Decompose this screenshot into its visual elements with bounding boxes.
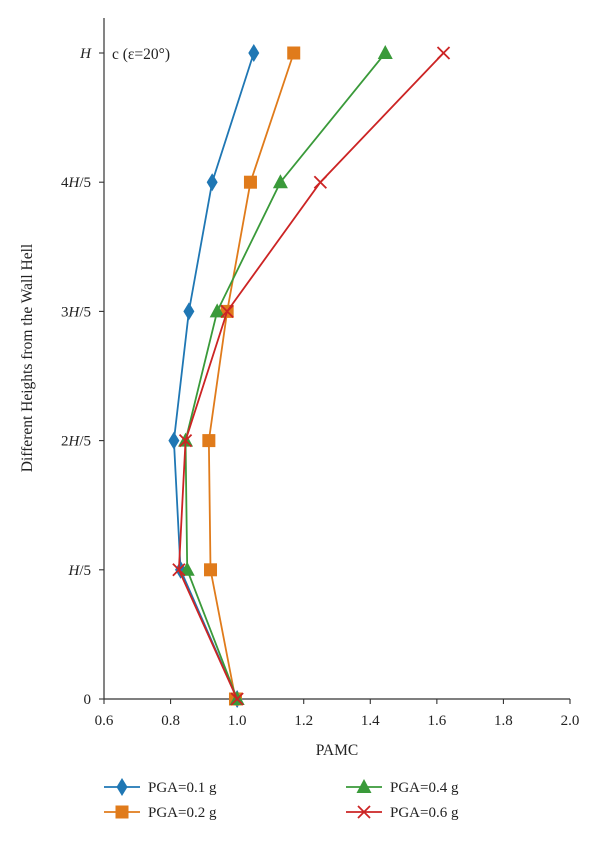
series-layer bbox=[168, 44, 451, 708]
data-point bbox=[172, 563, 186, 577]
x-tick-label: 1.0 bbox=[228, 713, 247, 729]
series-square bbox=[202, 46, 301, 706]
data-point bbox=[436, 46, 451, 60]
data-point bbox=[243, 175, 257, 189]
legend-item: PGA=0.1 g bbox=[104, 778, 217, 796]
y-ticks: 0 H/5 2H/5 3H/5 4H/5 H bbox=[61, 46, 104, 708]
y-tick-label: 0 bbox=[84, 692, 92, 708]
data-point bbox=[209, 303, 225, 318]
data-point bbox=[377, 45, 393, 59]
data-point bbox=[272, 174, 288, 189]
x-tick-label: 0.8 bbox=[161, 713, 180, 729]
y-tick-label: 3H/5 bbox=[61, 304, 91, 320]
data-point bbox=[202, 434, 216, 448]
x-axis-title: PAMC bbox=[316, 742, 359, 759]
y-axis-title: Different Heights from the Wall Hell bbox=[19, 244, 36, 472]
legend-label: PGA=0.6 g bbox=[390, 805, 459, 821]
data-point bbox=[287, 46, 301, 60]
legend-item: PGA=0.4 g bbox=[346, 779, 459, 796]
data-point bbox=[206, 173, 218, 192]
series-line bbox=[172, 52, 255, 700]
data-point bbox=[204, 563, 218, 577]
y-tick-label: 2H/5 bbox=[61, 434, 91, 450]
x-tick-label: 1.8 bbox=[494, 713, 513, 729]
x-tick-label: 2.0 bbox=[561, 713, 580, 729]
legend-marker bbox=[115, 805, 129, 819]
data-point bbox=[183, 302, 195, 321]
legend-marker bbox=[116, 778, 128, 796]
legend-marker bbox=[356, 779, 372, 793]
y-tick-label: H bbox=[79, 46, 92, 62]
x-tick-label: 1.2 bbox=[294, 713, 313, 729]
x-tick-label: 1.6 bbox=[427, 713, 446, 729]
legend-label: PGA=0.4 g bbox=[390, 780, 459, 796]
y-tick-label: H/5 bbox=[67, 563, 91, 579]
plot-area: 0.6 0.8 1.0 1.2 1.4 1.6 1.8 2.0 0 H/5 2H/5 3H/5 4H/… bbox=[61, 18, 579, 729]
x-ticks: 0.6 0.8 1.0 1.2 1.4 1.6 1.8 2.0 bbox=[95, 699, 580, 729]
legend-item: PGA=0.2 g bbox=[104, 805, 217, 821]
data-point bbox=[168, 431, 180, 450]
x-tick-label: 0.6 bbox=[95, 713, 114, 729]
data-point bbox=[179, 561, 195, 576]
data-point bbox=[230, 692, 244, 706]
y-tick-label: 4H/5 bbox=[61, 175, 91, 191]
data-point bbox=[313, 175, 327, 189]
series-triangle bbox=[178, 45, 393, 705]
x-tick-label: 1.4 bbox=[361, 713, 380, 729]
series-line bbox=[207, 52, 295, 700]
data-point bbox=[220, 304, 234, 319]
legend-item: PGA=0.6 g bbox=[346, 805, 459, 821]
legend: PGA=0.1 g PGA=0.2 g PGA=0.4 g PGA=0.6 g bbox=[104, 778, 459, 821]
panel-label: c (ε=20°) bbox=[112, 46, 170, 63]
data-point bbox=[178, 433, 193, 448]
legend-label: PGA=0.1 g bbox=[148, 780, 217, 796]
legend-marker bbox=[357, 805, 371, 819]
series-line bbox=[184, 52, 386, 700]
series-line bbox=[177, 52, 445, 700]
series-x bbox=[172, 46, 451, 706]
legend-label: PGA=0.2 g bbox=[148, 805, 217, 821]
data-point bbox=[248, 44, 260, 62]
series-diamond bbox=[168, 44, 260, 708]
